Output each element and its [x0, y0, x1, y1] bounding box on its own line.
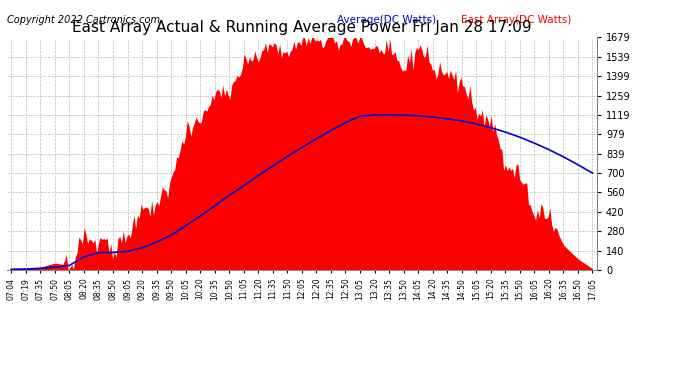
- Text: Average(DC Watts): Average(DC Watts): [337, 15, 436, 25]
- Title: East Array Actual & Running Average Power Fri Jan 28 17:09: East Array Actual & Running Average Powe…: [72, 20, 532, 35]
- Text: East Array(DC Watts): East Array(DC Watts): [461, 15, 571, 25]
- Text: Copyright 2022 Cartronics.com: Copyright 2022 Cartronics.com: [7, 15, 160, 25]
